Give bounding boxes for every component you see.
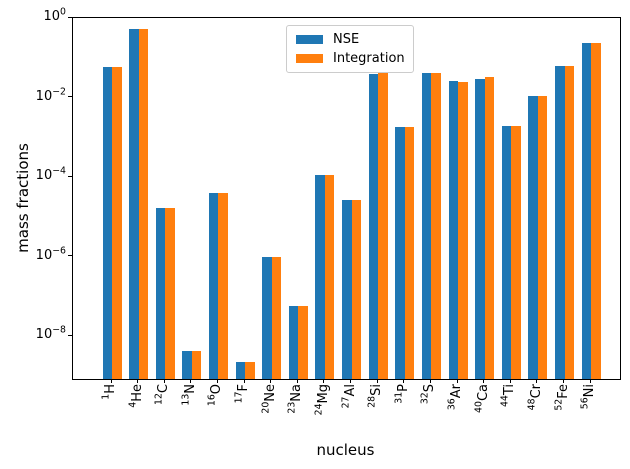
x-tick-label-17F: 17F [233, 384, 252, 404]
bar-nse-28Si [368, 74, 379, 379]
y-tick-mark [68, 334, 72, 336]
x-tick-label-32S: 32S [420, 384, 438, 405]
bar-integration-23Na [298, 306, 308, 379]
x-tick-mark [483, 379, 485, 383]
bar-nse-13N [182, 351, 192, 379]
x-tick-label-16O: 16O [207, 384, 225, 407]
bar-nse-44Ti [501, 126, 512, 379]
bar-nse-12C [155, 207, 166, 379]
x-tick-label-48Cr: 48Cr [526, 384, 544, 411]
bar-nse-52Fe [555, 66, 565, 379]
x-axis-label: nucleus [316, 441, 375, 459]
bar-integration-32S [431, 72, 441, 379]
y-tick-label: 10−2 [35, 86, 66, 104]
x-tick-label-28Si: 28Si [366, 384, 385, 408]
x-tick-label-44Ti: 44Ti [499, 384, 518, 408]
legend-item-nse: NSE [296, 32, 404, 47]
y-tick-label: 10−6 [35, 245, 66, 263]
bar-integration-27Al [351, 200, 362, 379]
nse-color-swatch [296, 35, 323, 44]
bar-nse-36Ar [448, 81, 459, 379]
x-tick-mark [216, 379, 218, 383]
y-tick-mark [68, 16, 72, 18]
x-tick-mark [163, 379, 165, 383]
x-tick-label-56Ni: 56Ni [579, 384, 598, 410]
x-tick-mark [243, 379, 245, 383]
bar-integration-31P [404, 127, 415, 379]
x-tick-label-23Na: 23Na [287, 384, 305, 414]
y-tick-mark [68, 255, 72, 257]
plot-area [72, 17, 621, 380]
bar-integration-12C [165, 207, 175, 379]
bar-nse-4He [129, 28, 139, 379]
legend: NSE Integration [286, 25, 414, 73]
x-tick-mark [589, 379, 591, 383]
x-tick-mark [563, 379, 565, 383]
x-tick-label-40Ca: 40Ca [473, 384, 491, 413]
bar-integration-1H [112, 67, 122, 379]
x-tick-label-31P: 31P [393, 384, 411, 404]
x-tick-mark [456, 379, 458, 383]
y-tick-label: 10−8 [35, 324, 66, 343]
x-tick-label-4He: 4He [127, 384, 145, 408]
x-tick-mark [296, 379, 298, 383]
bar-nse-1H [102, 67, 112, 379]
x-tick-label-1H: 1H [100, 384, 118, 400]
x-tick-label-12C: 12C [153, 384, 172, 405]
x-tick-label-20Ne: 20Ne [260, 384, 278, 414]
x-tick-mark [376, 379, 378, 383]
bar-nse-27Al [342, 200, 352, 379]
bar-nse-32S [421, 72, 432, 379]
bar-integration-4He [138, 29, 149, 379]
y-tick-mark [68, 96, 72, 97]
bar-integration-44Ti [511, 126, 521, 379]
bar-nse-56Ni [581, 42, 592, 379]
y-tick-label: 100 [43, 6, 67, 24]
bar-integration-56Ni [591, 43, 601, 379]
legend-item-integration: Integration [296, 51, 405, 66]
bar-integration-48Cr [537, 95, 548, 379]
x-tick-mark [323, 379, 325, 383]
bar-nse-23Na [288, 306, 299, 379]
bar-nse-16O [208, 192, 219, 379]
x-tick-label-27Al: 27Al [340, 384, 358, 409]
bar-nse-17F [235, 362, 246, 379]
bar-integration-24Mg [324, 174, 335, 379]
x-tick-label-24Mg: 24Mg [313, 384, 331, 416]
x-tick-mark [270, 379, 272, 383]
bar-integration-40Ca [484, 77, 495, 379]
bar-nse-31P [395, 127, 405, 379]
y-tick-label: 10−4 [35, 165, 66, 183]
x-tick-mark [350, 379, 352, 383]
bar-integration-20Ne [271, 257, 282, 379]
x-tick-mark [110, 379, 112, 383]
bar-nse-20Ne [262, 257, 272, 379]
x-tick-mark [509, 379, 511, 383]
x-tick-label-36Ar: 36Ar [446, 384, 465, 411]
legend-label-integration: Integration [333, 51, 405, 66]
x-tick-mark [536, 379, 538, 383]
bar-nse-40Ca [475, 78, 485, 379]
x-tick-mark [137, 379, 139, 383]
bar-integration-13N [191, 351, 202, 379]
x-tick-label-52Fe: 52Fe [553, 384, 571, 411]
y-tick-mark [68, 175, 72, 177]
bar-integration-16O [218, 192, 228, 379]
x-tick-mark [429, 379, 431, 383]
x-tick-mark [403, 379, 405, 383]
y-axis-label: mass fractions [14, 143, 32, 253]
bar-integration-36Ar [458, 81, 468, 379]
bar-integration-28Si [378, 73, 388, 379]
bar-nse-24Mg [315, 174, 325, 379]
legend-label-nse: NSE [333, 32, 360, 47]
bar-nse-48Cr [528, 95, 538, 379]
x-tick-mark [190, 379, 192, 383]
bar-integration-52Fe [564, 66, 575, 379]
bar-integration-17F [245, 362, 255, 379]
integration-color-swatch [296, 54, 323, 63]
x-tick-label-13N: 13N [180, 384, 198, 406]
